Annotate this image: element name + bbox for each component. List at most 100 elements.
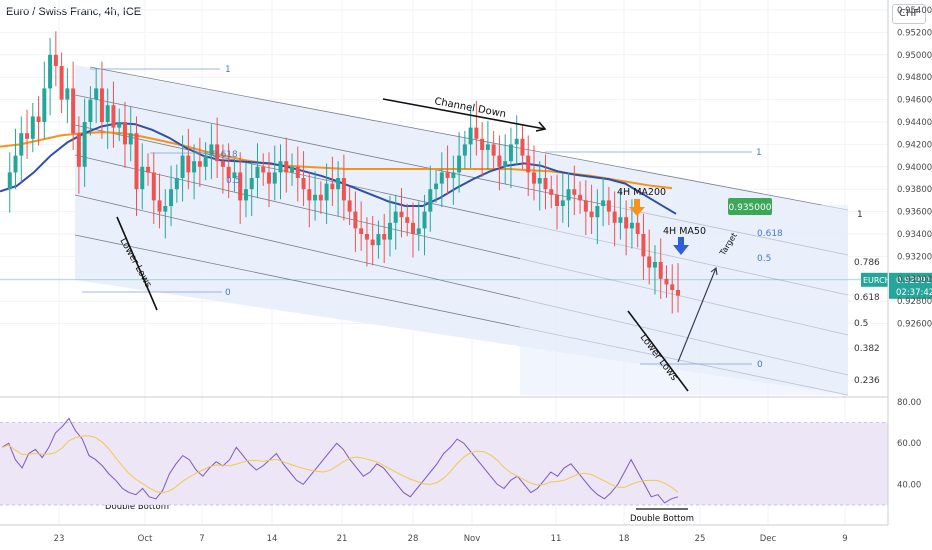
trend-arrow (382, 98, 546, 130)
price-bar (434, 183, 439, 190)
price-bar (514, 138, 519, 145)
x-tick-label: 11 (551, 534, 562, 544)
price-bar (347, 200, 352, 212)
price-bar (526, 155, 531, 173)
fib-zone (520, 205, 848, 395)
fib-level-label: 0.5 (854, 319, 868, 329)
price-bar (163, 206, 168, 212)
price-bar (19, 133, 24, 156)
price-bar (71, 88, 76, 134)
price-bar (105, 105, 110, 122)
price-bar (111, 105, 116, 128)
price-bar (428, 189, 433, 212)
ma50-label: 4H MA50 (663, 226, 706, 237)
price-bar (664, 278, 669, 285)
price-bar (618, 217, 623, 223)
price-bar (192, 161, 197, 173)
price-bar (36, 116, 41, 122)
price-bar (422, 211, 427, 229)
price-bar (405, 217, 410, 223)
fib-box (520, 205, 848, 395)
price-bar (451, 172, 456, 178)
x-tick-label: 14 (267, 534, 278, 544)
lower-lows-line-left (116, 216, 158, 311)
price-bar (249, 178, 254, 190)
price-bar (353, 211, 358, 229)
currency-button[interactable]: CHF (892, 4, 926, 24)
double-bottom-label-right: Double Bottom (630, 514, 694, 524)
price-bar (491, 144, 496, 156)
price-bar (174, 178, 179, 190)
rsi-band (0, 422, 888, 505)
price-bar (641, 234, 646, 257)
fib-level-label: 0.236 (854, 376, 880, 386)
fib-level-label: 0.382 (854, 344, 880, 354)
price-bar (485, 144, 490, 150)
price-bar (399, 211, 404, 218)
price-bar (370, 239, 375, 246)
price-bar (468, 127, 473, 145)
x-tick-label: Dec (760, 534, 777, 544)
price-bar (555, 194, 560, 206)
level-1-left: 1 (225, 65, 231, 75)
price-bar (99, 88, 104, 122)
price-bar (480, 138, 485, 150)
ma200-label: 4H MA200 (617, 187, 666, 198)
price-bar (76, 133, 81, 167)
price-bar (157, 200, 162, 212)
price-bar (215, 144, 220, 162)
price-bar (94, 88, 99, 100)
price-bar (508, 144, 513, 162)
price-bar (330, 183, 335, 190)
price-bar (612, 211, 617, 223)
price-bar (301, 178, 306, 190)
price-bar (537, 178, 542, 184)
price-bar (238, 172, 243, 201)
price-bar (295, 166, 300, 178)
price-bar (670, 284, 675, 290)
rsi-tick-label: 80.00 (897, 398, 921, 408)
x-tick-label: Nov (464, 534, 481, 544)
price-bar (180, 155, 185, 178)
price-bar (128, 133, 133, 145)
level-1-right: 1 (756, 148, 762, 158)
rsi-pane (0, 417, 888, 506)
level-0618-left: 0.618 (212, 150, 238, 160)
price-bar (589, 211, 594, 218)
price-bar (232, 172, 237, 178)
price-bar (197, 161, 202, 167)
price-bar (549, 189, 554, 195)
price-bar (445, 172, 450, 178)
price-bar (364, 234, 369, 240)
price-bar (42, 88, 47, 122)
fib-level-label: 1 (857, 210, 863, 220)
price-bar (387, 222, 392, 240)
rsi-tick-label: 60.00 (897, 439, 921, 449)
price-bar (601, 200, 606, 206)
x-tick-label: 18 (619, 534, 630, 544)
price-bar (635, 222, 640, 234)
price-bar (226, 166, 231, 178)
price-bar (531, 172, 536, 184)
price-bar (53, 54, 58, 66)
price-bar (566, 189, 571, 201)
x-tick-label: 28 (408, 534, 419, 544)
price-bar (186, 155, 191, 173)
rsi-tick-label: 40.00 (897, 480, 921, 490)
price-bar (59, 66, 64, 100)
price-bar (146, 166, 151, 173)
price-bar (578, 194, 583, 201)
rsi-ma-line (1, 435, 679, 494)
ma50-arrow (673, 237, 689, 255)
price-bar (209, 144, 214, 156)
price-bar (629, 222, 634, 229)
price-bar (382, 234, 387, 240)
